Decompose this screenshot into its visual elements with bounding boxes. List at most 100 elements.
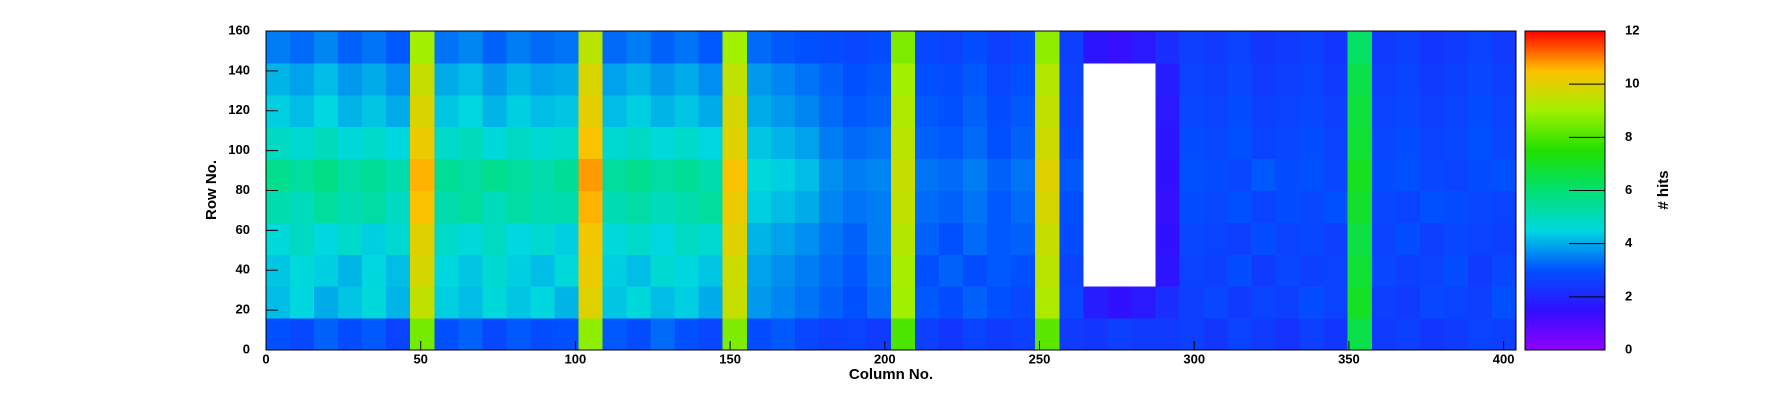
heatmap-cell — [1227, 254, 1253, 287]
heatmap-cell — [482, 158, 507, 191]
heatmap-cell — [314, 31, 339, 64]
heatmap-cell — [650, 222, 676, 255]
heatmap-cell — [1275, 254, 1301, 287]
heatmap-cell — [1395, 318, 1421, 351]
heatmap-cell — [770, 158, 796, 191]
heatmap-cell — [338, 94, 363, 128]
heatmap-cell — [578, 94, 604, 128]
heatmap-cell — [987, 222, 1012, 255]
heatmap-cell — [1179, 31, 1204, 64]
heatmap-cell — [963, 62, 988, 96]
heatmap-cell — [1395, 254, 1421, 287]
heatmap-cell — [915, 62, 940, 96]
heatmap-cell — [1083, 62, 1108, 96]
heatmap-cell — [1323, 126, 1349, 160]
y-tick-label: 80 — [236, 182, 250, 197]
heatmap-cell — [434, 254, 459, 287]
heatmap-cell — [602, 318, 628, 351]
heatmap-cell — [746, 318, 772, 351]
heatmap-cell — [746, 126, 772, 160]
heatmap-cell — [1395, 222, 1421, 255]
heatmap-cell — [1443, 31, 1469, 64]
heatmap-cell — [314, 190, 339, 223]
heatmap-cell — [1275, 126, 1301, 160]
heatmap-cell — [770, 126, 796, 160]
heatmap-cell — [650, 62, 676, 96]
heatmap-cell — [1035, 62, 1060, 96]
heatmap-cell — [1227, 318, 1253, 351]
heatmap-cell — [1251, 31, 1277, 64]
heatmap-cell — [770, 254, 796, 287]
heatmap-cell — [1467, 126, 1493, 160]
heatmap-cell — [362, 318, 387, 351]
heatmap-cell — [650, 126, 676, 160]
heatmap-cell — [1155, 222, 1180, 255]
heatmap-cell — [698, 158, 724, 191]
heatmap-cell — [530, 254, 555, 287]
heatmap-cell — [987, 190, 1012, 223]
heatmap-cell — [1419, 126, 1445, 160]
heatmap-cell — [866, 158, 892, 191]
heatmap-cell — [1059, 94, 1084, 128]
heatmap-cell — [1299, 31, 1325, 64]
heatmap-cell — [674, 94, 700, 128]
heatmap-cell — [1467, 318, 1493, 351]
heatmap-cell — [1227, 31, 1253, 64]
heatmap-cell — [626, 94, 652, 128]
heatmap-cell — [1395, 94, 1421, 128]
y-tick-label: 40 — [236, 262, 250, 277]
heatmap-cell — [1179, 158, 1204, 191]
z-tick-label: 4 — [1625, 235, 1633, 250]
heatmap-cell — [554, 254, 579, 287]
heatmap-cell — [314, 62, 339, 96]
heatmap-cell — [1203, 190, 1229, 223]
heatmap-cell — [891, 62, 916, 96]
heatmap-cell — [626, 286, 652, 319]
heatmap-cell — [386, 94, 411, 128]
heatmap-cell — [1083, 190, 1108, 223]
heatmap-cell — [987, 318, 1012, 351]
heatmap-cell — [722, 62, 748, 96]
heatmap-cell — [1251, 286, 1277, 319]
heatmap-cell — [434, 190, 459, 223]
heatmap-cell — [1371, 31, 1397, 64]
heatmap-cell — [722, 286, 748, 319]
heatmap-cell — [290, 94, 315, 128]
heatmap-cell — [746, 62, 772, 96]
heatmap-cell — [338, 286, 363, 319]
heatmap-cell — [1083, 31, 1108, 64]
heatmap-cell — [1227, 222, 1253, 255]
heatmap-cell — [963, 286, 988, 319]
heatmap-cell — [770, 222, 796, 255]
heatmap-cell — [1299, 254, 1325, 287]
heatmap-cell — [1059, 190, 1084, 223]
heatmap-cell — [1323, 190, 1349, 223]
y-axis-label: Row No. — [203, 160, 220, 220]
heatmap-cell — [1299, 94, 1325, 128]
heatmap-cell — [362, 94, 387, 128]
heatmap-cell — [1491, 62, 1517, 96]
heatmap-cell — [578, 222, 604, 255]
heatmap-cell — [891, 318, 916, 351]
heatmap-cell — [770, 286, 796, 319]
heatmap-cell — [266, 126, 291, 160]
heatmap-cell — [1491, 158, 1517, 191]
heatmap-cell — [794, 94, 820, 128]
heatmap-cell — [1299, 318, 1325, 351]
heatmap-cell — [1347, 94, 1373, 128]
heatmap-cell — [1107, 126, 1132, 160]
heatmap-cell — [1371, 190, 1397, 223]
heatmap-cell — [842, 62, 868, 96]
heatmap-cell — [1419, 254, 1445, 287]
heatmap-cell — [530, 158, 555, 191]
heatmap-cell — [1419, 190, 1445, 223]
heatmap-cell — [674, 190, 700, 223]
heatmap-cell — [290, 31, 315, 64]
heatmap-cell — [1203, 222, 1229, 255]
heatmap-cell — [1203, 158, 1229, 191]
z-tick-label: 2 — [1625, 288, 1632, 303]
heatmap-cell — [578, 254, 604, 287]
heatmap-cell — [1491, 94, 1517, 128]
heatmap-cell — [842, 222, 868, 255]
heatmap-cell — [386, 190, 411, 223]
